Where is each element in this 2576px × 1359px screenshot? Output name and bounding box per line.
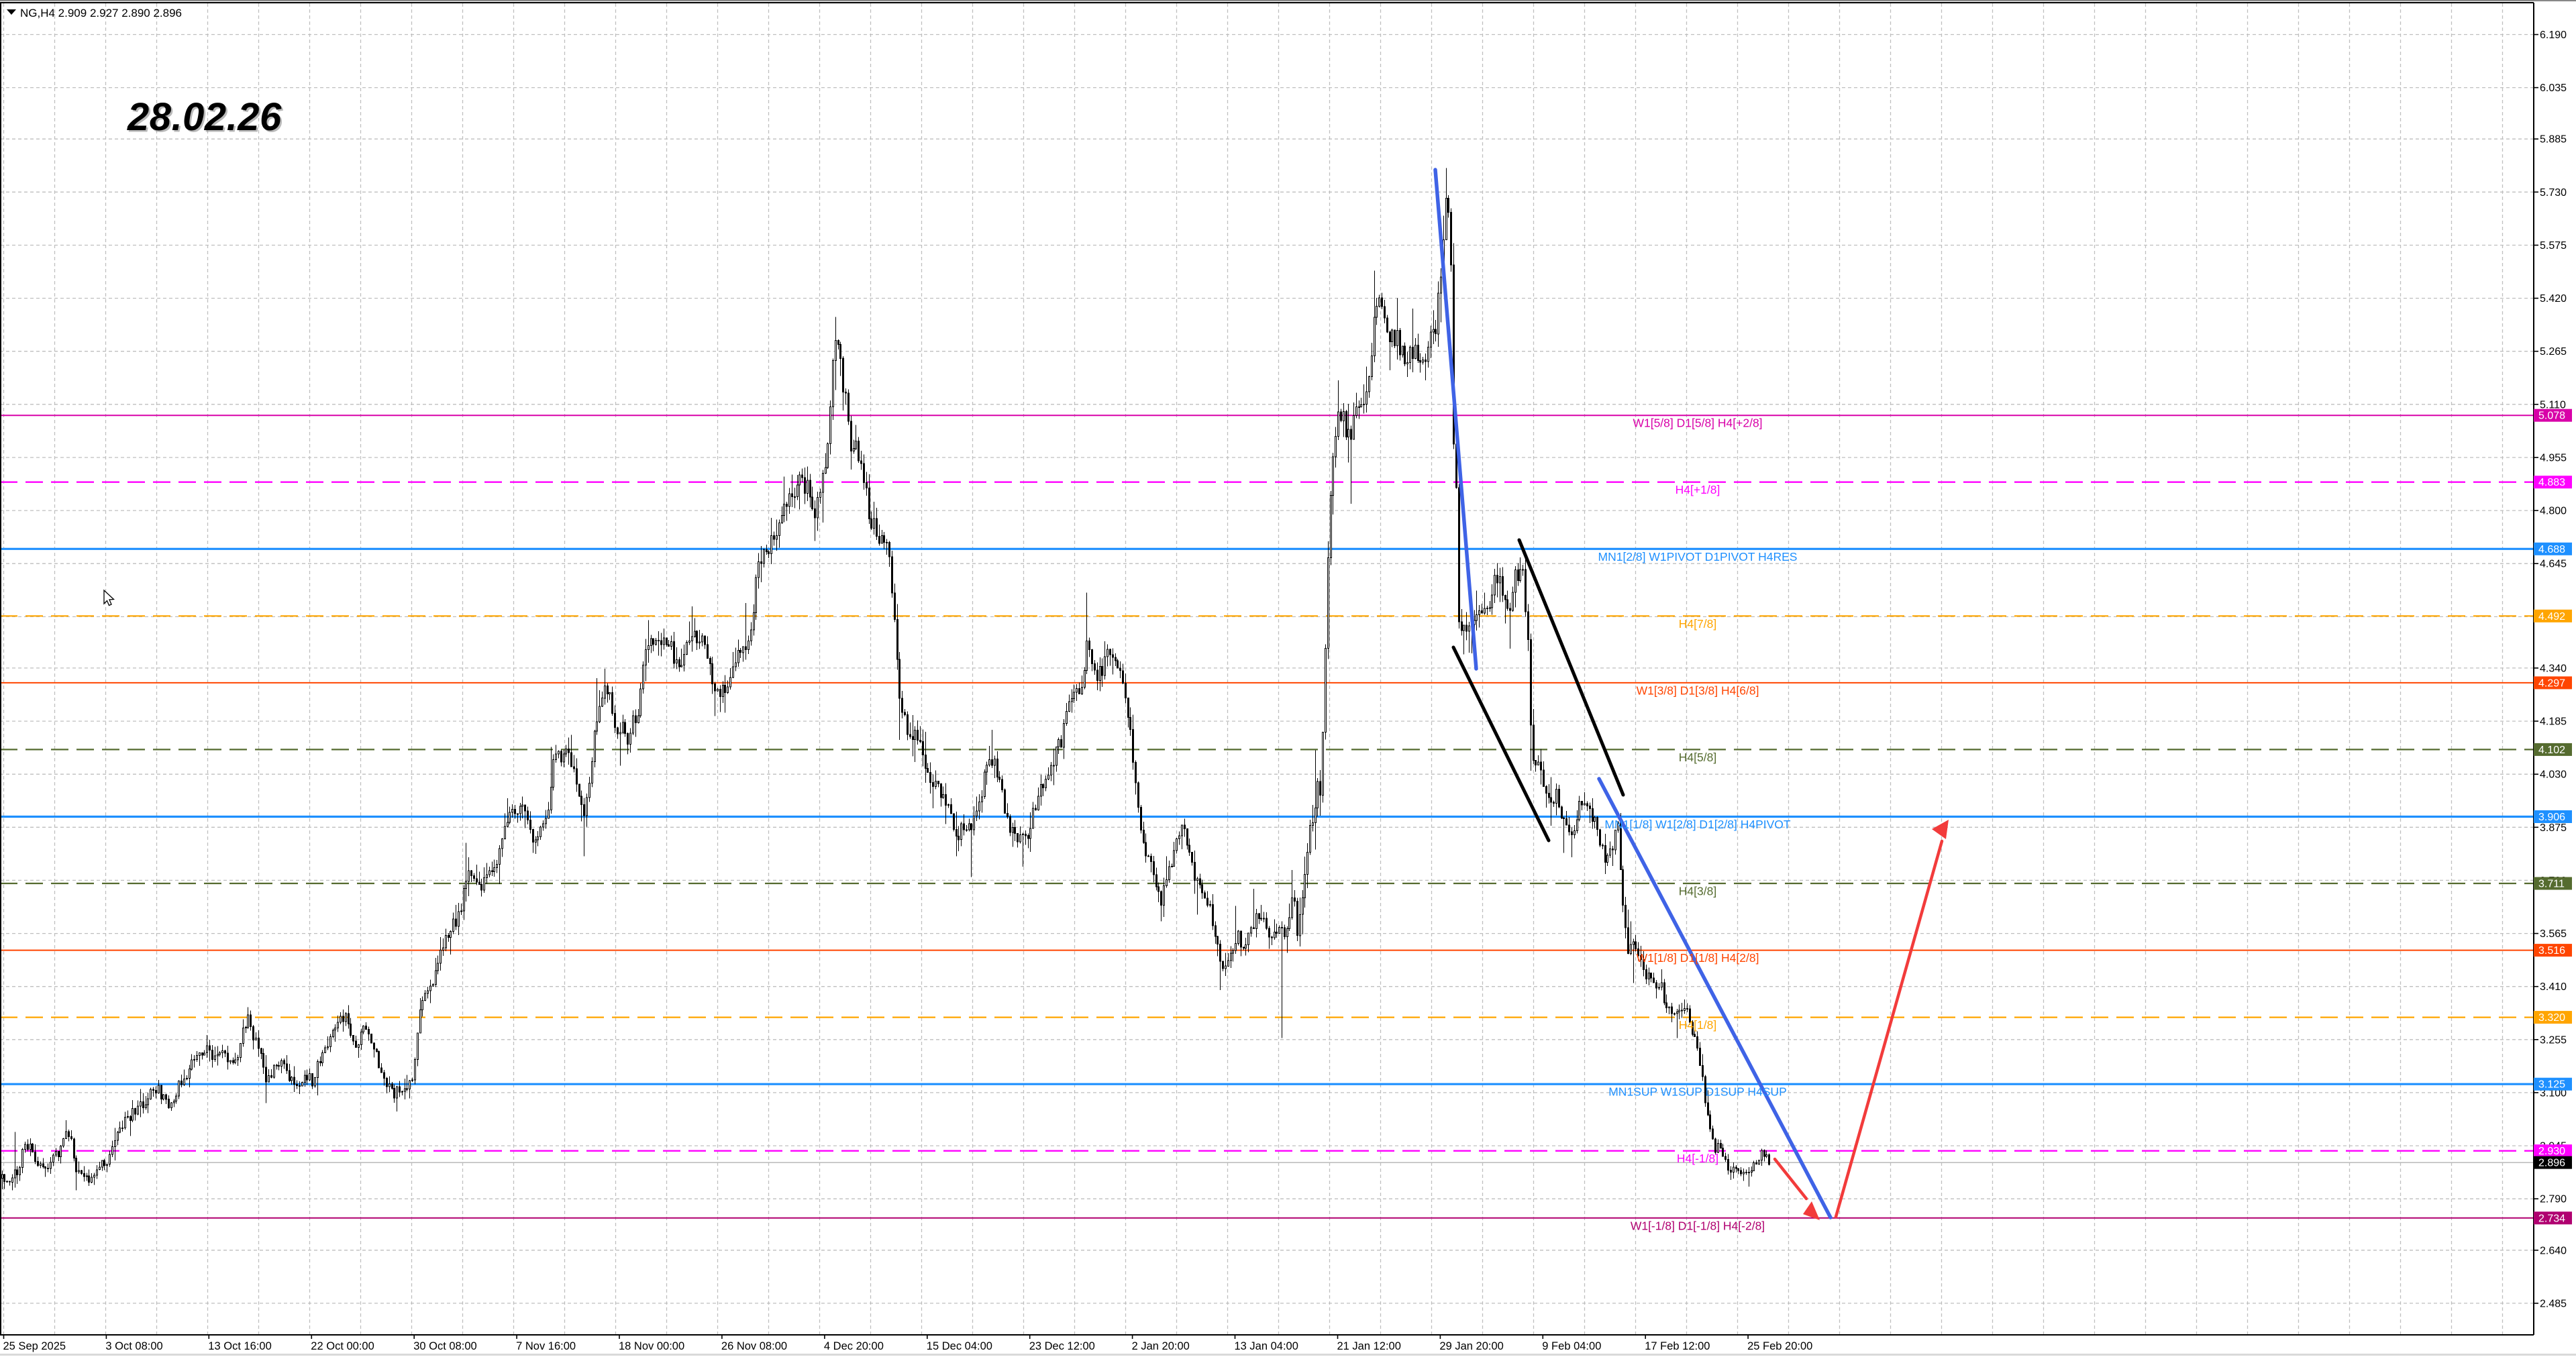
svg-text:23 Dec 12:00: 23 Dec 12:00 — [1029, 1340, 1095, 1352]
svg-text:4.688: 4.688 — [2538, 544, 2565, 555]
svg-text:H4[7/8]: H4[7/8] — [1679, 617, 1716, 631]
svg-text:17 Feb 12:00: 17 Feb 12:00 — [1645, 1340, 1710, 1352]
svg-text:18 Nov 00:00: 18 Nov 00:00 — [619, 1340, 684, 1352]
svg-text:25 Sep 2025: 25 Sep 2025 — [3, 1340, 66, 1352]
svg-text:3.875: 3.875 — [2540, 822, 2567, 834]
svg-text:MN1SUP W1SUP D1SUP H4SUP: MN1SUP W1SUP D1SUP H4SUP — [1608, 1085, 1787, 1099]
svg-text:H4[-1/8]: H4[-1/8] — [1677, 1152, 1718, 1165]
svg-text:3.320: 3.320 — [2538, 1012, 2565, 1024]
svg-text:4.030: 4.030 — [2540, 769, 2567, 781]
svg-text:W1[-1/8] D1[-1/8] H4[-2/8]: W1[-1/8] D1[-1/8] H4[-2/8] — [1631, 1219, 1765, 1232]
svg-text:H4[+1/8]: H4[+1/8] — [1676, 483, 1720, 496]
svg-text:3 Oct 08:00: 3 Oct 08:00 — [105, 1340, 162, 1352]
svg-text:29 Jan 20:00: 29 Jan 20:00 — [1439, 1340, 1503, 1352]
svg-text:5.078: 5.078 — [2538, 411, 2565, 422]
svg-text:3.255: 3.255 — [2540, 1034, 2567, 1046]
svg-text:2 Jan 20:00: 2 Jan 20:00 — [1132, 1340, 1190, 1352]
svg-text:5.885: 5.885 — [2540, 134, 2567, 146]
svg-text:13 Oct 16:00: 13 Oct 16:00 — [208, 1340, 271, 1352]
svg-text:NG,H4 2.909 2.927 2.890 2.896: NG,H4 2.909 2.927 2.890 2.896 — [20, 7, 182, 19]
svg-text:2.790: 2.790 — [2540, 1194, 2567, 1205]
svg-text:4.340: 4.340 — [2540, 663, 2567, 674]
svg-text:30 Oct 08:00: 30 Oct 08:00 — [413, 1340, 476, 1352]
svg-text:15 Dec 04:00: 15 Dec 04:00 — [927, 1340, 992, 1352]
svg-text:22 Oct 00:00: 22 Oct 00:00 — [311, 1340, 374, 1352]
svg-text:5.420: 5.420 — [2540, 293, 2567, 305]
svg-text:4.883: 4.883 — [2538, 477, 2565, 488]
svg-text:MN1[1/8] W1[2/8] D1[2/8] H4PIV: MN1[1/8] W1[2/8] D1[2/8] H4PIVOT — [1604, 818, 1790, 831]
svg-text:H4[3/8]: H4[3/8] — [1679, 885, 1716, 898]
svg-text:28.02.26: 28.02.26 — [127, 95, 282, 139]
svg-text:26 Nov 08:00: 26 Nov 08:00 — [721, 1340, 787, 1352]
svg-text:3.410: 3.410 — [2540, 981, 2567, 993]
svg-text:MN1[2/8] W1PIVOT D1PIVOT H4RES: MN1[2/8] W1PIVOT D1PIVOT H4RES — [1598, 550, 1798, 563]
svg-text:9 Feb 04:00: 9 Feb 04:00 — [1542, 1340, 1601, 1352]
svg-text:6.190: 6.190 — [2540, 30, 2567, 41]
svg-text:4.297: 4.297 — [2538, 677, 2565, 689]
svg-text:5.730: 5.730 — [2540, 187, 2567, 199]
svg-text:2.734: 2.734 — [2538, 1213, 2565, 1224]
svg-text:2.930: 2.930 — [2538, 1146, 2565, 1157]
svg-text:3.125: 3.125 — [2538, 1079, 2565, 1091]
svg-text:3.711: 3.711 — [2538, 879, 2565, 890]
svg-text:2.896: 2.896 — [2538, 1158, 2565, 1169]
svg-text:5.110: 5.110 — [2540, 399, 2566, 411]
svg-text:2.640: 2.640 — [2540, 1245, 2567, 1256]
svg-text:6.035: 6.035 — [2540, 83, 2567, 94]
svg-text:4.645: 4.645 — [2540, 559, 2567, 570]
svg-text:3.565: 3.565 — [2540, 928, 2567, 940]
svg-text:W1[5/8] D1[5/8] H4[+2/8]: W1[5/8] D1[5/8] H4[+2/8] — [1633, 417, 1762, 430]
svg-text:W1[3/8] D1[3/8] H4[6/8]: W1[3/8] D1[3/8] H4[6/8] — [1637, 684, 1759, 697]
svg-text:2.485: 2.485 — [2540, 1298, 2567, 1309]
svg-text:25 Feb 20:00: 25 Feb 20:00 — [1747, 1340, 1812, 1352]
svg-text:W1[1/8] D1[1/8] H4[2/8]: W1[1/8] D1[1/8] H4[2/8] — [1637, 951, 1759, 965]
svg-text:4.955: 4.955 — [2540, 453, 2567, 464]
svg-text:4 Dec 20:00: 4 Dec 20:00 — [824, 1340, 884, 1352]
svg-text:7 Nov 16:00: 7 Nov 16:00 — [516, 1340, 576, 1352]
svg-text:H4[1/8]: H4[1/8] — [1679, 1018, 1716, 1032]
svg-text:5.575: 5.575 — [2540, 240, 2567, 252]
svg-text:3.906: 3.906 — [2538, 812, 2565, 823]
svg-text:4.102: 4.102 — [2538, 745, 2565, 756]
svg-text:28.02.26: 28.02.26 — [129, 97, 284, 141]
svg-text:5.265: 5.265 — [2540, 346, 2567, 358]
svg-text:H4[5/8]: H4[5/8] — [1679, 751, 1716, 764]
svg-text:3.516: 3.516 — [2538, 945, 2565, 957]
svg-text:13 Jan 04:00: 13 Jan 04:00 — [1235, 1340, 1298, 1352]
svg-text:21 Jan 12:00: 21 Jan 12:00 — [1337, 1340, 1401, 1352]
svg-text:4.492: 4.492 — [2538, 611, 2565, 622]
svg-text:4.185: 4.185 — [2540, 716, 2567, 728]
svg-text:4.800: 4.800 — [2540, 506, 2567, 517]
